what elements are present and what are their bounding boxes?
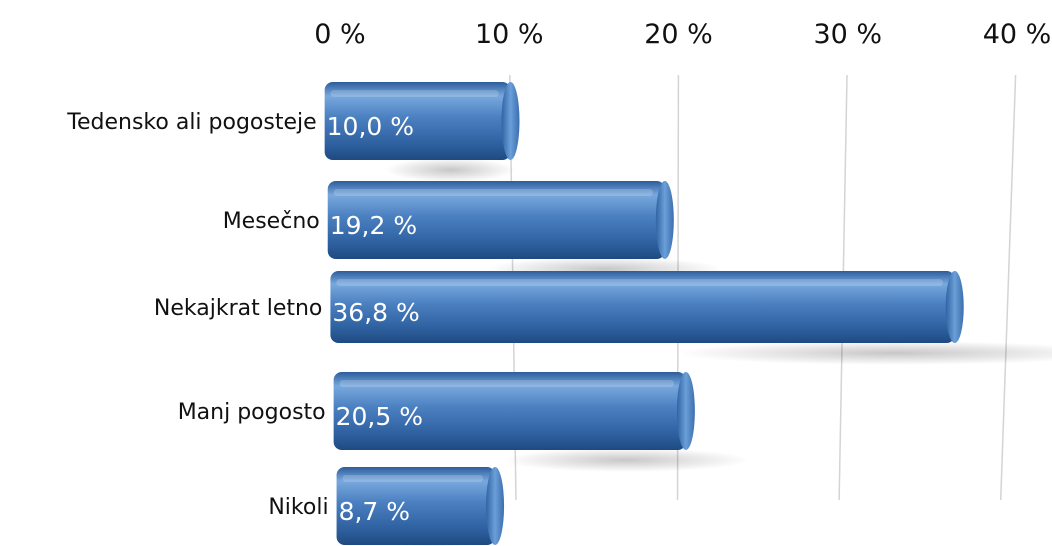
bar-nikoli: 8,7 % bbox=[336, 467, 505, 545]
bar-end-cap bbox=[655, 181, 674, 259]
bar-shadow bbox=[385, 158, 516, 182]
bar-highlight bbox=[333, 189, 653, 196]
x-tick-label: 30 % bbox=[813, 19, 882, 50]
bar-value-label: 19,2 % bbox=[330, 211, 417, 240]
bar-value-label: 8,7 % bbox=[339, 497, 410, 526]
gridline bbox=[999, 74, 1017, 501]
bar-value-label: 36,8 % bbox=[332, 298, 419, 327]
bar-manj-pogosto: 20,5 % bbox=[333, 372, 695, 450]
bar-tedensko-ali-pogosteje: 10,0 % bbox=[324, 82, 520, 160]
bar-body bbox=[336, 467, 496, 545]
bar-highlight bbox=[342, 475, 484, 482]
x-axis-ticks: 0 % 10 % 20 % 30 % 40 % bbox=[314, 19, 1051, 50]
x-tick-label: 0 % bbox=[314, 19, 365, 50]
bar-value-label: 20,5 % bbox=[336, 402, 423, 431]
bar-value-label: 10,0 % bbox=[327, 112, 414, 141]
bar-highlight bbox=[339, 380, 674, 387]
bar-body bbox=[333, 372, 686, 450]
bar-shadow bbox=[676, 341, 1052, 365]
bar-end-cap bbox=[676, 372, 695, 450]
bar-mesecno: 19,2 % bbox=[327, 181, 674, 259]
category-label: Nekajkrat letno bbox=[154, 296, 323, 321]
x-tick-label: 40 % bbox=[983, 19, 1052, 50]
category-label: Manj pogosto bbox=[178, 400, 326, 425]
bar-nekajkrat-letno: 36,8 % bbox=[330, 271, 964, 343]
x-tick-label: 20 % bbox=[644, 19, 713, 50]
bars: 10,0 % 19,2 % 36,8 % 20,5 % 8,7 % bbox=[324, 82, 964, 545]
category-label: Tedensko ali pogosteje bbox=[66, 110, 316, 135]
category-labels: Tedensko ali pogosteje Mesečno Nekajkrat l… bbox=[66, 110, 328, 520]
bar-body bbox=[330, 271, 955, 343]
bar-end-cap bbox=[945, 271, 964, 343]
x-tick-label: 10 % bbox=[475, 19, 544, 50]
bar-body bbox=[327, 181, 665, 259]
bar-body bbox=[324, 82, 511, 160]
bar-end-cap bbox=[486, 467, 505, 545]
category-label: Nikoli bbox=[268, 495, 328, 520]
bar-end-cap bbox=[501, 82, 520, 160]
bar-shadow bbox=[502, 448, 750, 472]
category-label: Mesečno bbox=[223, 209, 320, 234]
bar-highlight bbox=[330, 90, 499, 97]
bar-highlight bbox=[336, 279, 943, 286]
